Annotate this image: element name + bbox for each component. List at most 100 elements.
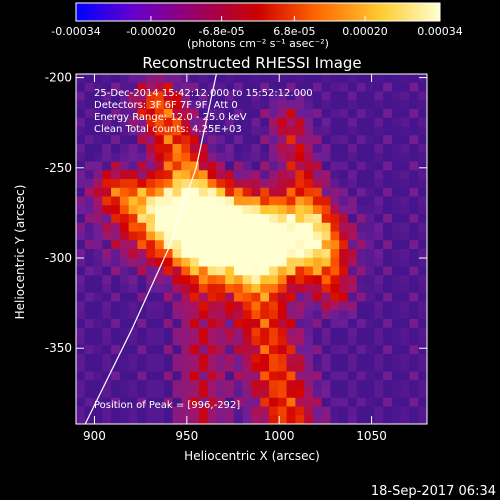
heatmap-cell bbox=[330, 144, 340, 154]
heatmap-cell bbox=[242, 144, 253, 154]
heatmap-cell bbox=[269, 161, 279, 171]
heatmap-cell bbox=[391, 100, 402, 110]
heatmap-cell bbox=[216, 249, 226, 259]
heatmap-cell bbox=[374, 371, 384, 381]
heatmap-cell bbox=[119, 257, 130, 268]
heatmap-cell bbox=[400, 362, 411, 373]
heatmap-cell bbox=[146, 117, 156, 128]
heatmap-cell bbox=[374, 406, 384, 416]
heatmap-cell bbox=[277, 389, 288, 399]
heatmap-cell bbox=[251, 415, 261, 424]
heatmap-cell bbox=[163, 257, 174, 268]
heatmap-cell bbox=[216, 74, 226, 84]
heatmap-cell bbox=[304, 415, 314, 424]
heatmap-cell bbox=[216, 109, 226, 119]
heatmap-cell bbox=[111, 222, 121, 233]
annotation-energy: Energy Range: 12.0 - 25.0 keV bbox=[94, 112, 247, 123]
heatmap-cell bbox=[260, 214, 270, 224]
heatmap-cell bbox=[365, 170, 375, 180]
heatmap-cell bbox=[172, 135, 182, 145]
heatmap-cell bbox=[76, 354, 86, 364]
heatmap-cell bbox=[418, 117, 427, 128]
heatmap-cell bbox=[304, 345, 314, 355]
heatmap-cell bbox=[321, 161, 332, 171]
heatmap-cell bbox=[128, 205, 139, 215]
heatmap-cell bbox=[119, 205, 130, 215]
heatmap-cell bbox=[172, 266, 182, 276]
heatmap-cell bbox=[172, 249, 182, 259]
heatmap-cell bbox=[225, 109, 235, 119]
heatmap-cell bbox=[146, 362, 156, 373]
heatmap-cell bbox=[356, 397, 367, 408]
heatmap-cell bbox=[198, 205, 209, 215]
heatmap-cell bbox=[154, 249, 165, 259]
heatmap-cell bbox=[260, 109, 270, 119]
heatmap-cell bbox=[286, 126, 296, 136]
heatmap-cell bbox=[128, 292, 139, 303]
heatmap-cell bbox=[260, 284, 270, 294]
heatmap-cell bbox=[190, 345, 200, 355]
heatmap-cell bbox=[93, 109, 103, 119]
heatmap-cell bbox=[146, 214, 156, 224]
heatmap-cell bbox=[181, 100, 191, 110]
heatmap-cell bbox=[330, 371, 340, 381]
heatmap-cell bbox=[76, 389, 86, 399]
heatmap-cell bbox=[348, 257, 358, 268]
heatmap-cell bbox=[269, 196, 279, 206]
heatmap-cell bbox=[277, 354, 288, 364]
heatmap-cell bbox=[330, 117, 340, 128]
heatmap-cell bbox=[286, 319, 296, 329]
heatmap-cell bbox=[163, 109, 174, 119]
heatmap-cell bbox=[146, 222, 156, 233]
heatmap-cell bbox=[391, 91, 402, 101]
heatmap-cell bbox=[119, 380, 130, 390]
heatmap-cell bbox=[391, 74, 402, 84]
heatmap-cell bbox=[374, 415, 384, 424]
heatmap-cell bbox=[391, 301, 402, 311]
heatmap-cell bbox=[330, 397, 340, 408]
heatmap-cell bbox=[251, 109, 261, 119]
heatmap-cell bbox=[295, 345, 305, 355]
heatmap-cell bbox=[154, 415, 165, 424]
heatmap-cell bbox=[154, 126, 165, 136]
colorbar-tick-label: 0.00020 bbox=[342, 25, 388, 38]
heatmap-cell bbox=[190, 406, 200, 416]
heatmap-cell bbox=[146, 82, 156, 93]
heatmap-cell bbox=[374, 380, 384, 390]
heatmap-cell bbox=[400, 266, 411, 276]
heatmap-cell bbox=[383, 205, 393, 215]
heatmap-cell bbox=[269, 380, 279, 390]
heatmap-cell bbox=[321, 415, 332, 424]
heatmap-cell bbox=[374, 109, 384, 119]
heatmap-cell bbox=[269, 301, 279, 311]
heatmap-cell bbox=[198, 415, 209, 424]
heatmap-cell bbox=[277, 240, 288, 250]
heatmap-cell bbox=[260, 249, 270, 259]
heatmap-cell bbox=[146, 196, 156, 206]
heatmap-cell bbox=[339, 345, 349, 355]
heatmap-cell bbox=[269, 126, 279, 136]
heatmap-cell bbox=[321, 240, 332, 250]
heatmap-cell bbox=[207, 161, 218, 171]
heatmap-cell bbox=[216, 257, 226, 268]
heatmap-cell bbox=[321, 91, 332, 101]
heatmap-cell bbox=[181, 144, 191, 154]
heatmap-cell bbox=[251, 117, 261, 128]
heatmap-cell bbox=[84, 205, 95, 215]
heatmap-cell bbox=[277, 214, 288, 224]
heatmap-cell bbox=[102, 231, 112, 241]
heatmap-cell bbox=[198, 109, 209, 119]
heatmap-cell bbox=[76, 397, 86, 408]
heatmap-cell bbox=[409, 345, 419, 355]
heatmap-cell bbox=[339, 152, 349, 163]
heatmap-cell bbox=[286, 152, 296, 163]
heatmap-cell bbox=[84, 196, 95, 206]
colorbar-title: (photons cm⁻² s⁻¹ asec⁻²) bbox=[187, 37, 329, 50]
heatmap-cell bbox=[84, 380, 95, 390]
heatmap-cell bbox=[400, 327, 411, 338]
heatmap-cell bbox=[111, 187, 121, 198]
heatmap-cell bbox=[190, 205, 200, 215]
heatmap-cell bbox=[111, 389, 121, 399]
heatmap-cell bbox=[93, 257, 103, 268]
heatmap-cell bbox=[330, 336, 340, 346]
